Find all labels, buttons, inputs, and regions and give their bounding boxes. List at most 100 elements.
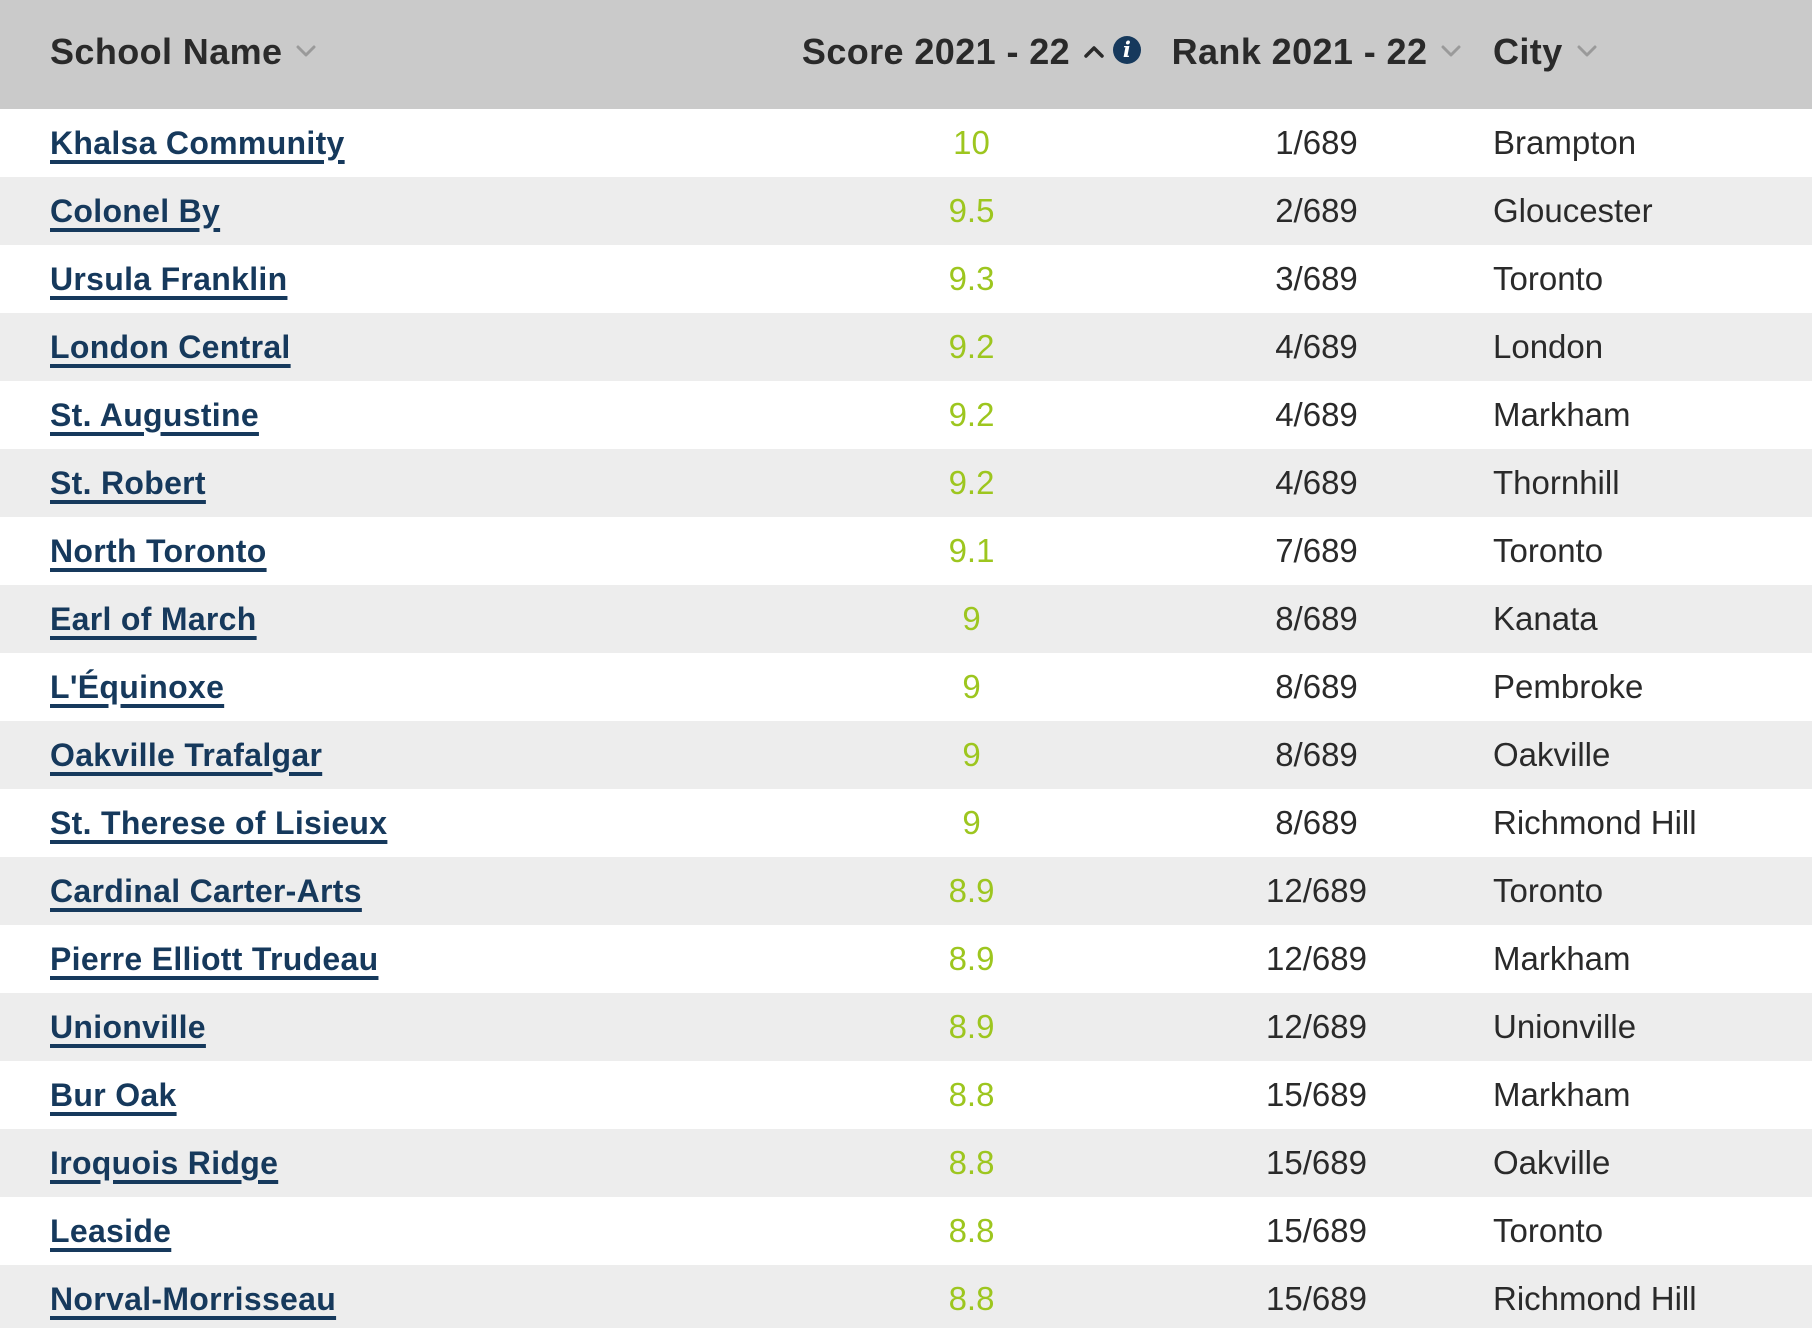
school-cell: L'Équinoxe: [0, 669, 780, 706]
rank-value: 7/689: [1275, 532, 1358, 570]
school-link[interactable]: Iroquois Ridge: [50, 1145, 278, 1182]
score-cell: 8.9: [780, 1008, 1163, 1046]
score-value: 9.3: [949, 260, 995, 298]
score-cell: 9.2: [780, 464, 1163, 502]
score-cell: 9.2: [780, 328, 1163, 366]
rank-cell: 12/689: [1163, 872, 1470, 910]
city-cell: Markham: [1470, 940, 1812, 978]
score-cell: 9.1: [780, 532, 1163, 570]
score-value: 9.2: [949, 396, 995, 434]
score-cell: 9: [780, 804, 1163, 842]
table-row: Pierre Elliott Trudeau 8.9 12/689 Markha…: [0, 925, 1812, 993]
school-link[interactable]: Cardinal Carter-Arts: [50, 873, 362, 910]
school-link[interactable]: St. Robert: [50, 465, 206, 502]
city-cell: Kanata: [1470, 600, 1812, 638]
city-cell: London: [1470, 328, 1812, 366]
table-row: Bur Oak 8.8 15/689 Markham: [0, 1061, 1812, 1129]
score-value: 8.8: [949, 1212, 995, 1250]
chevron-down-icon: [1441, 45, 1461, 58]
table-row: Oakville Trafalgar 9 8/689 Oakville: [0, 721, 1812, 789]
table-row: Colonel By 9.5 2/689 Gloucester: [0, 177, 1812, 245]
score-value: 8.9: [949, 1008, 995, 1046]
school-cell: Cardinal Carter-Arts: [0, 873, 780, 910]
school-link[interactable]: St. Augustine: [50, 397, 259, 434]
score-cell: 8.8: [780, 1212, 1163, 1250]
city-value: Richmond Hill: [1493, 804, 1697, 842]
school-cell: St. Robert: [0, 465, 780, 502]
rank-value: 3/689: [1275, 260, 1358, 298]
school-link[interactable]: St. Therese of Lisieux: [50, 805, 387, 842]
school-cell: St. Therese of Lisieux: [0, 805, 780, 842]
table-body: Khalsa Community 10 1/689 Brampton Colon…: [0, 109, 1812, 1328]
school-link[interactable]: Ursula Franklin: [50, 261, 287, 298]
rank-value: 15/689: [1266, 1076, 1367, 1114]
score-value: 8.9: [949, 872, 995, 910]
school-link[interactable]: Unionville: [50, 1009, 206, 1046]
school-cell: London Central: [0, 329, 780, 366]
rank-cell: 12/689: [1163, 1008, 1470, 1046]
city-value: Markham: [1493, 396, 1631, 434]
city-cell: Oakville: [1470, 736, 1812, 774]
rank-cell: 15/689: [1163, 1076, 1470, 1114]
school-link[interactable]: North Toronto: [50, 533, 267, 570]
school-cell: Khalsa Community: [0, 125, 780, 162]
school-link[interactable]: Colonel By: [50, 193, 220, 230]
rank-cell: 8/689: [1163, 804, 1470, 842]
school-link[interactable]: London Central: [50, 329, 291, 366]
score-cell: 9.2: [780, 396, 1163, 434]
rank-value: 12/689: [1266, 872, 1367, 910]
school-cell: Leaside: [0, 1213, 780, 1250]
score-value: 8.8: [949, 1280, 995, 1318]
col-header-school-name[interactable]: School Name: [0, 31, 780, 79]
table-row: Khalsa Community 10 1/689 Brampton: [0, 109, 1812, 177]
col-header-rank-label: Rank 2021 - 22: [1172, 31, 1428, 73]
school-cell: Colonel By: [0, 193, 780, 230]
school-link[interactable]: Pierre Elliott Trudeau: [50, 941, 378, 978]
school-link[interactable]: Oakville Trafalgar: [50, 737, 322, 774]
school-link[interactable]: Bur Oak: [50, 1077, 177, 1114]
table-row: Ursula Franklin 9.3 3/689 Toronto: [0, 245, 1812, 313]
table-row: L'Équinoxe 9 8/689 Pembroke: [0, 653, 1812, 721]
chevron-down-icon: [296, 45, 316, 58]
school-link[interactable]: Earl of March: [50, 601, 257, 638]
rank-value: 2/689: [1275, 192, 1358, 230]
school-link[interactable]: Leaside: [50, 1213, 171, 1250]
school-link[interactable]: Khalsa Community: [50, 125, 345, 162]
table-row: St. Therese of Lisieux 9 8/689 Richmond …: [0, 789, 1812, 857]
score-value: 9: [962, 600, 980, 638]
city-cell: Markham: [1470, 1076, 1812, 1114]
rank-cell: 4/689: [1163, 328, 1470, 366]
score-cell: 8.8: [780, 1076, 1163, 1114]
col-header-city[interactable]: City: [1470, 31, 1812, 79]
score-value: 8.8: [949, 1144, 995, 1182]
col-header-rank[interactable]: Rank 2021 - 22: [1163, 31, 1470, 79]
city-value: Kanata: [1493, 600, 1598, 638]
score-value: 9.2: [949, 464, 995, 502]
score-value: 9.2: [949, 328, 995, 366]
col-header-score-label: Score 2021 - 22: [802, 31, 1070, 73]
table-row: Cardinal Carter-Arts 8.9 12/689 Toronto: [0, 857, 1812, 925]
score-cell: 8.8: [780, 1144, 1163, 1182]
city-value: Unionville: [1493, 1008, 1636, 1046]
school-link[interactable]: Norval-Morrisseau: [50, 1281, 336, 1318]
rank-value: 8/689: [1275, 804, 1358, 842]
city-cell: Unionville: [1470, 1008, 1812, 1046]
table-row: St. Augustine 9.2 4/689 Markham: [0, 381, 1812, 449]
city-cell: Pembroke: [1470, 668, 1812, 706]
score-cell: 10: [780, 124, 1163, 162]
col-header-score[interactable]: Score 2021 - 22 i: [780, 31, 1163, 79]
school-cell: Bur Oak: [0, 1077, 780, 1114]
city-value: Markham: [1493, 940, 1631, 978]
info-icon[interactable]: i: [1113, 36, 1141, 64]
city-value: Toronto: [1493, 532, 1603, 570]
table-row: Iroquois Ridge 8.8 15/689 Oakville: [0, 1129, 1812, 1197]
score-cell: 9: [780, 600, 1163, 638]
school-link[interactable]: L'Équinoxe: [50, 669, 224, 706]
rank-value: 4/689: [1275, 328, 1358, 366]
rank-value: 8/689: [1275, 668, 1358, 706]
rank-cell: 8/689: [1163, 736, 1470, 774]
city-value: Gloucester: [1493, 192, 1653, 230]
rank-cell: 8/689: [1163, 600, 1470, 638]
rank-cell: 7/689: [1163, 532, 1470, 570]
score-cell: 9: [780, 668, 1163, 706]
